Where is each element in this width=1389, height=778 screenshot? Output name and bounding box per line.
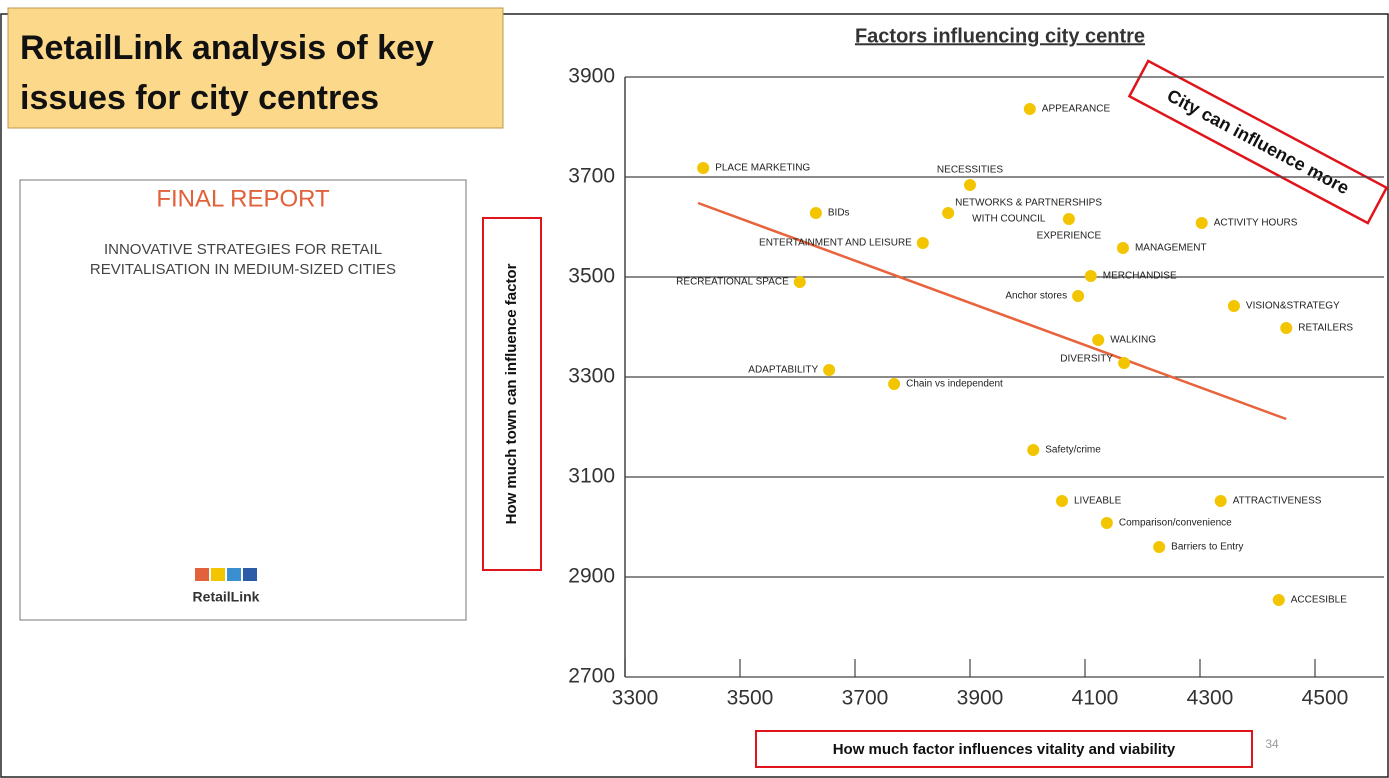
point [1214, 495, 1227, 507]
point [1062, 213, 1075, 225]
point [793, 276, 806, 288]
x-tick-label: 4100 [1072, 687, 1119, 710]
y-tick-label: 3900 [568, 65, 615, 88]
point [1072, 290, 1085, 302]
trend-line [697, 201, 1287, 421]
point-label: Safety/crime [1045, 445, 1101, 456]
chart-title: Factors influencing city centre [855, 25, 1145, 47]
y-tick-label: 3700 [568, 165, 615, 188]
report-box [19, 179, 467, 621]
point [1227, 300, 1240, 312]
point-label: RETAILERS [1298, 323, 1353, 334]
point-label: LIVEABLE [1074, 496, 1122, 507]
point-label: Chain vs independent [906, 379, 1003, 390]
point [1084, 270, 1097, 282]
point-label: ADAPTABILITY [748, 365, 818, 376]
report-subtitle: INNOVATIVE STRATEGIES FOR RETAIL [104, 241, 382, 258]
point-label: MANAGEMENT [1135, 243, 1207, 254]
logo-icon [195, 568, 257, 581]
point [1280, 322, 1293, 334]
x-axis-label: How much factor influences vitality and … [833, 741, 1176, 758]
point-label: PLACE MARKETING [715, 163, 810, 174]
y-tick-label: 2900 [568, 565, 615, 588]
point-label: Anchor stores [1005, 291, 1067, 302]
point [823, 364, 836, 376]
point-label: EXPERIENCE [1037, 231, 1102, 242]
point-label: Comparison/convenience [1119, 518, 1232, 529]
y-tick-label: 3500 [568, 265, 615, 288]
slide-title: RetailLink analysis of key [20, 29, 434, 67]
xlabel-box [755, 730, 1253, 768]
point-label: ACTIVITY HOURS [1214, 218, 1298, 229]
y-tick-label: 3100 [568, 465, 615, 488]
x-tick-label: 4300 [1187, 687, 1234, 710]
logo-text: RetailLink [193, 589, 260, 605]
title-box [7, 7, 504, 129]
point-label: ENTERTAINMENT AND LEISURE [759, 238, 912, 249]
point [1195, 217, 1208, 229]
point [1100, 517, 1113, 529]
point [1118, 357, 1131, 369]
x-tick-label: 3700 [842, 687, 889, 710]
point [1092, 334, 1105, 346]
x-tick-label: 3900 [957, 687, 1004, 710]
y-tick-label: 3300 [568, 365, 615, 388]
annotation-box [1127, 59, 1389, 225]
x-tick-label: 3300 [612, 687, 659, 710]
y-axis-label: How much town can influence factor [503, 263, 520, 524]
point-label: DIVERSITY [1060, 354, 1113, 365]
point [916, 237, 929, 249]
report-heading: FINAL REPORT [156, 185, 330, 212]
point [809, 207, 822, 219]
point-label: ATTRACTIVENESS [1233, 496, 1322, 507]
x-tick-label: 3500 [727, 687, 774, 710]
point-label: Barriers to Entry [1171, 542, 1243, 553]
page-number: 34 [1265, 737, 1279, 751]
point-label: VISION&STRATEGY [1246, 301, 1340, 312]
point-label: RECREATIONAL SPACE [676, 277, 789, 288]
point-label: BIDs [828, 208, 850, 219]
ylabel-box [482, 217, 542, 571]
point-label: WITH COUNCIL [972, 214, 1046, 225]
point-label: NETWORKS & PARTNERSHIPS [955, 198, 1102, 209]
point [888, 378, 901, 390]
slide-title: issues for city centres [20, 79, 379, 117]
point [1272, 594, 1285, 606]
point [1023, 103, 1036, 115]
point [964, 179, 976, 191]
y-tick-label: 2700 [568, 665, 615, 688]
point [942, 207, 955, 219]
point [1116, 242, 1129, 254]
point [1027, 444, 1040, 456]
point [1056, 495, 1068, 507]
point-label: WALKING [1110, 335, 1156, 346]
point-label: ACCESIBLE [1291, 595, 1347, 606]
point-label: MERCHANDISE [1103, 271, 1177, 282]
report-subtitle: REVITALISATION IN MEDIUM-SIZED CITIES [90, 261, 396, 278]
point-label: NECESSITIES [937, 165, 1003, 176]
point [1153, 541, 1166, 553]
x-tick-label: 4500 [1302, 687, 1349, 710]
point [697, 162, 710, 174]
point-label: APPEARANCE [1042, 104, 1111, 115]
